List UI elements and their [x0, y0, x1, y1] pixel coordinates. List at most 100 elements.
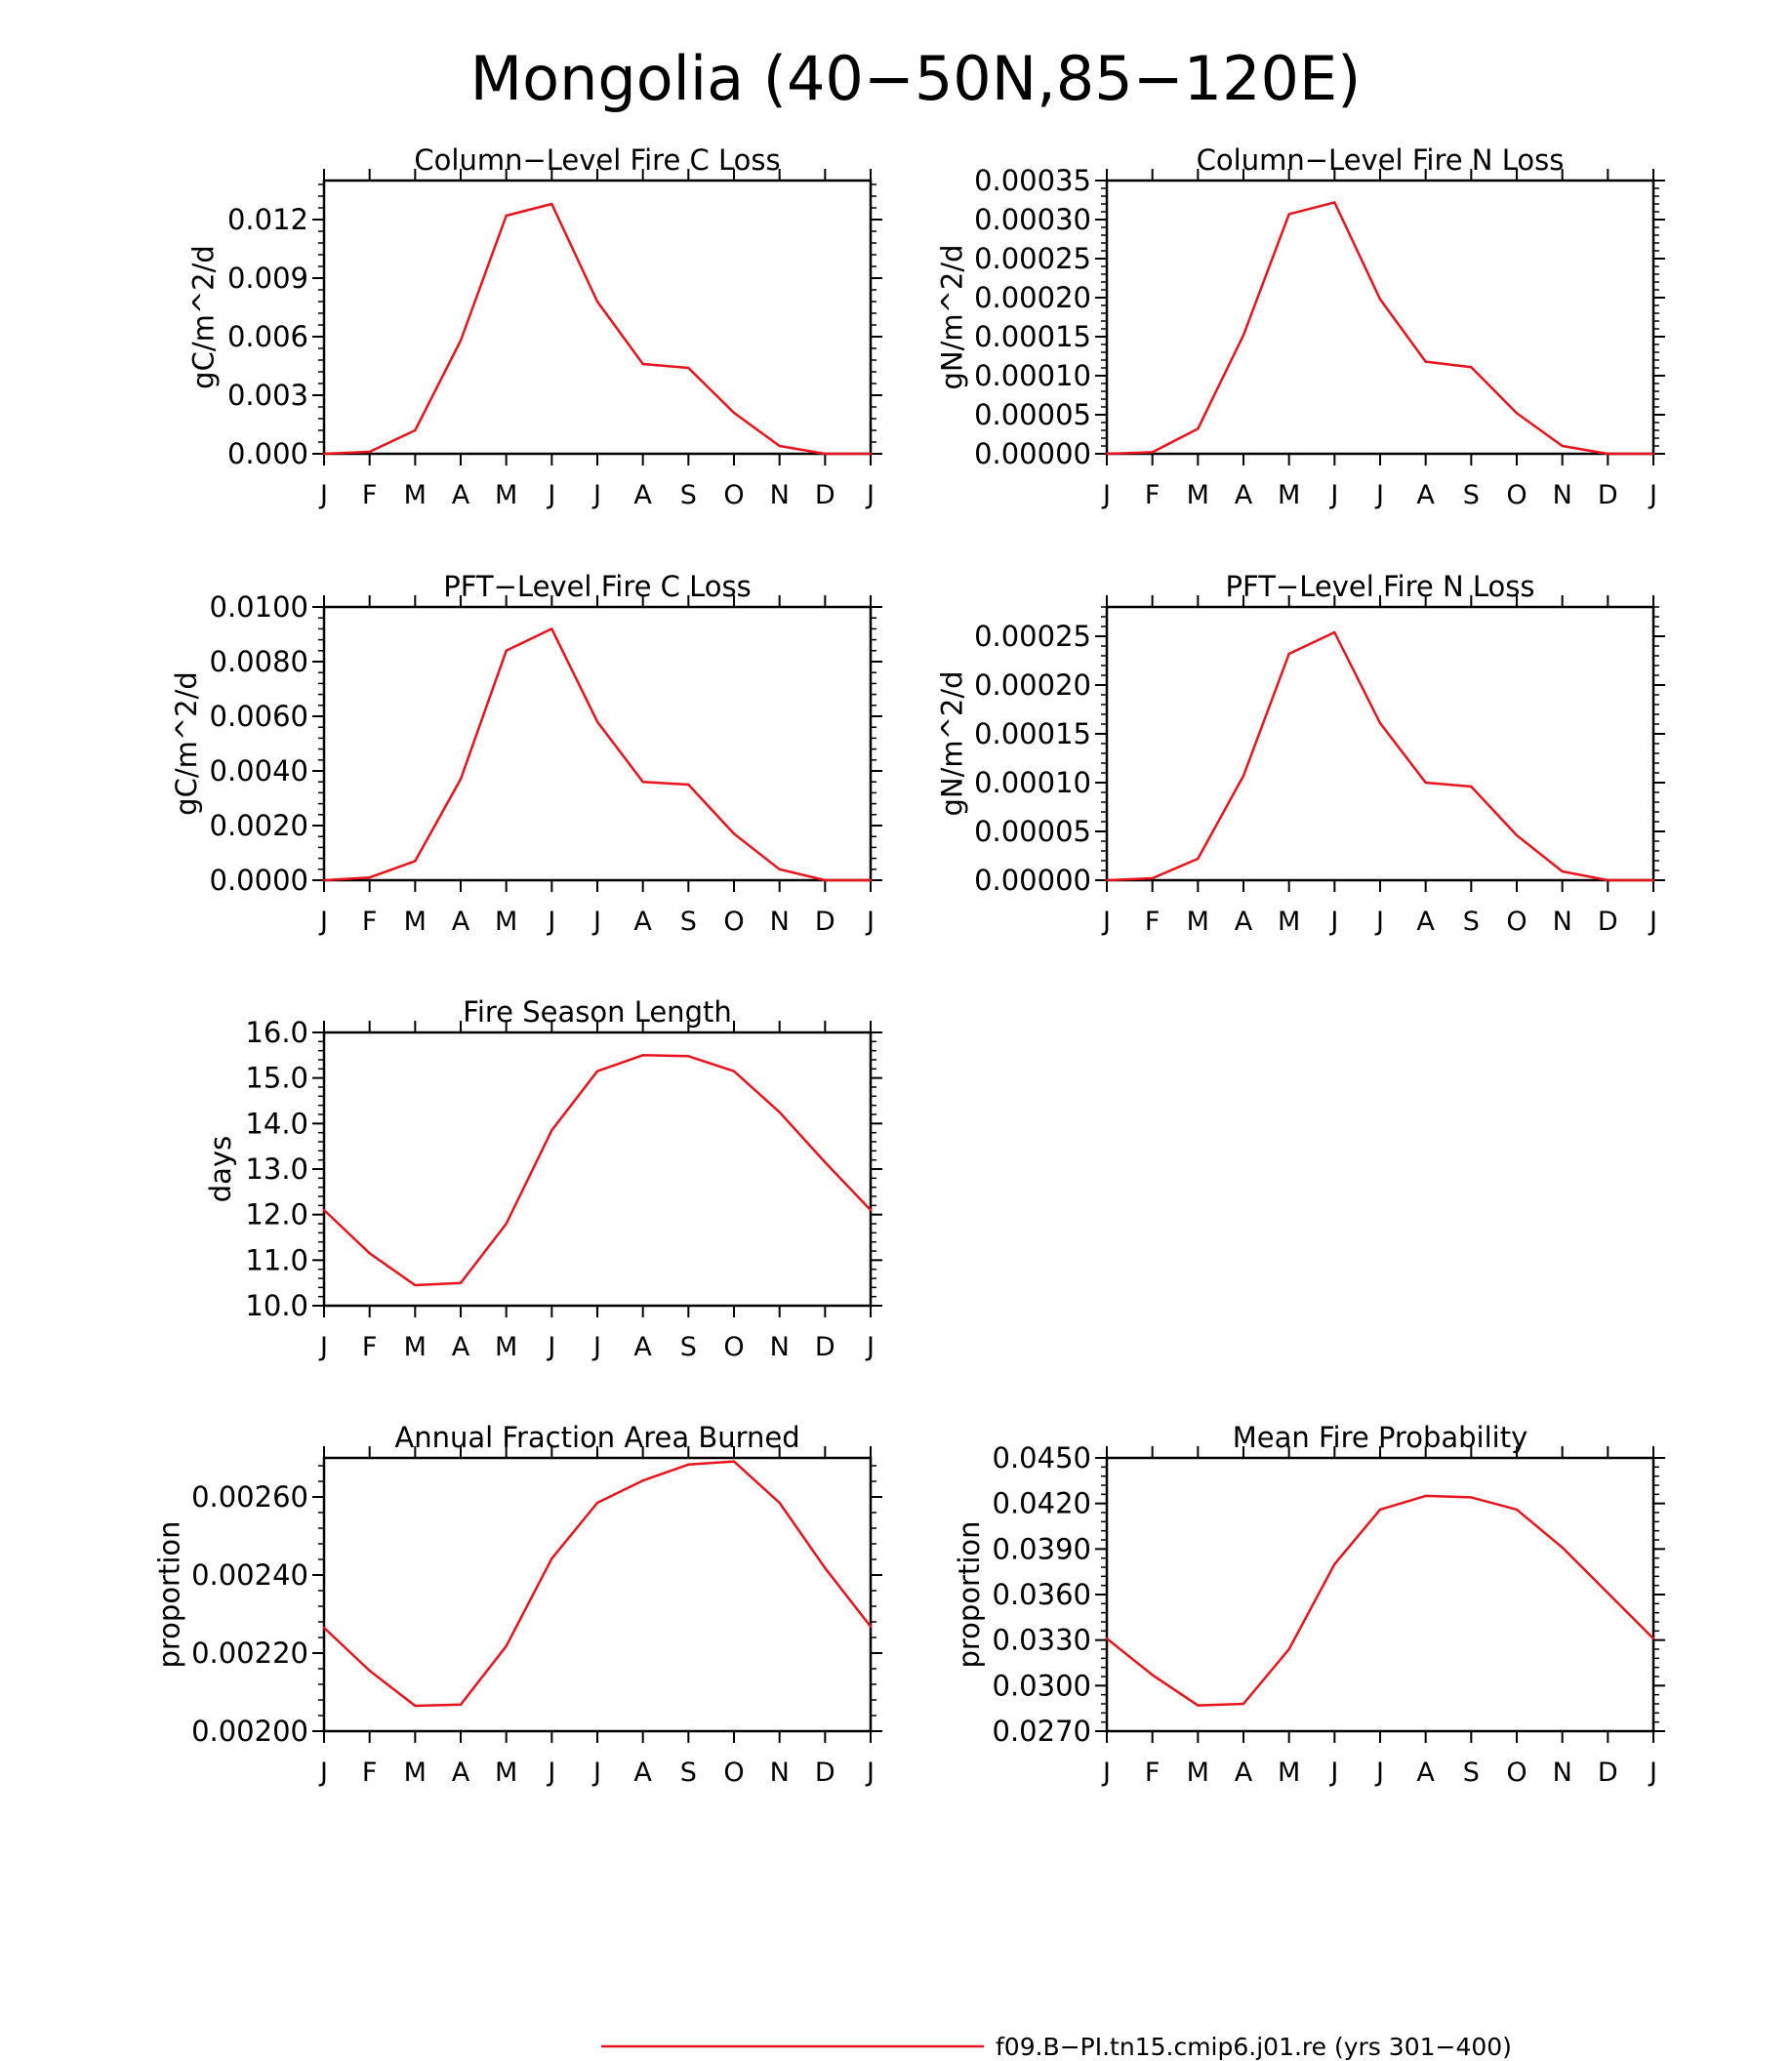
fire-prob-xtick-label: J — [1328, 1758, 1338, 1788]
col-n-loss-xtick-label: J — [1648, 480, 1657, 510]
season-length-data-point — [459, 1281, 463, 1284]
pft-n-loss-xtick-label: O — [1506, 907, 1527, 937]
season-length-data-point — [732, 1070, 736, 1072]
area-burned-title: Annual Fraction Area Burned — [394, 1421, 799, 1454]
fire-prob-xtick-label: A — [1235, 1758, 1253, 1788]
area-burned-xtick-label: J — [318, 1758, 328, 1788]
season-length-ytick-label: 12.0 — [245, 1198, 308, 1232]
col-n-loss-data-point — [1607, 452, 1609, 456]
season-length-ytick-label: 14.0 — [245, 1107, 308, 1140]
pft-n-loss-ytick-label: 0.00025 — [974, 620, 1091, 653]
pft-c-loss-xtick-label: A — [633, 907, 652, 937]
season-length-xtick-label: D — [815, 1332, 835, 1362]
col-c-loss-ytick-label: 0.006 — [227, 320, 308, 353]
col-n-loss-data-point — [1333, 201, 1336, 204]
col-n-loss-ytick-label: 0.00010 — [974, 359, 1091, 392]
col-c-loss-data-point — [824, 452, 827, 456]
area-burned-data-point — [505, 1644, 508, 1648]
pft-n-loss-data-point — [1515, 833, 1519, 837]
col-c-loss-xtick-label: A — [633, 480, 652, 510]
col-c-loss-xtick-label: J — [865, 480, 875, 510]
col-n-loss-data-point — [1424, 360, 1427, 363]
area-burned-xtick-label: M — [495, 1758, 517, 1788]
season-length-data-point — [687, 1055, 690, 1058]
season-length-ytick-label: 15.0 — [245, 1062, 308, 1095]
area-burned-xtick-label: F — [362, 1758, 378, 1788]
col-n-loss-xtick-label: N — [1553, 480, 1572, 510]
season-length-ytick-label: 11.0 — [245, 1243, 308, 1276]
pft-c-loss-xtick-label: N — [770, 907, 790, 937]
col-n-loss-xtick-label: A — [1416, 480, 1435, 510]
fire-prob-data-point — [1105, 1637, 1109, 1640]
fire-prob-ylabel: proportion — [953, 1520, 986, 1668]
season-length-xtick-label: A — [452, 1332, 470, 1362]
col-n-loss-plot-frame — [1105, 179, 1655, 456]
area-burned-data-point — [687, 1463, 690, 1467]
pft-c-loss-series-line — [323, 627, 871, 882]
pft-n-loss-data-point — [1197, 857, 1200, 861]
pft-c-loss-data-point — [732, 832, 736, 835]
col-c-loss-xtick-label: J — [591, 480, 601, 510]
area-burned-xtick-label: M — [404, 1758, 427, 1788]
pft-c-loss-ytick-label: 0.0000 — [210, 864, 308, 897]
col-c-loss-xtick-label: S — [680, 480, 697, 510]
pft-c-loss-data-point — [869, 878, 873, 882]
fire-prob-xtick-label: M — [1187, 1758, 1209, 1788]
col-c-loss-data-point — [322, 452, 326, 456]
col-c-loss-xtick-label: O — [723, 480, 744, 510]
col-n-loss-data-point — [1561, 444, 1564, 448]
col-c-loss-ytick-label: 0.000 — [227, 437, 308, 470]
area-burned-plot-frame — [322, 1456, 873, 1733]
pft-n-loss-xtick-label: J — [1101, 907, 1111, 937]
pft-c-loss-xtick-label: M — [404, 907, 427, 937]
fire-prob-ytick-label: 0.0450 — [993, 1441, 1091, 1475]
season-length-xtick-label: A — [633, 1332, 652, 1362]
fire-prob-xtick-label: J — [1374, 1758, 1384, 1788]
pft-n-loss-data-point — [1561, 869, 1564, 873]
season-length-xtick-label: J — [591, 1332, 601, 1362]
season-length-data-point — [641, 1054, 644, 1057]
col-n-loss-ytick-label: 0.00000 — [974, 437, 1091, 470]
pft-n-loss-xtick-label: M — [1278, 907, 1300, 937]
pft-c-loss-xtick-label: M — [495, 907, 517, 937]
legend-label: f09.B−PI.tn15.cmip6.j01.re (yrs 301−400) — [996, 2033, 1512, 2061]
col-c-loss-data-point — [595, 300, 599, 303]
col-n-loss-data-point — [1470, 366, 1473, 369]
fire-prob-title: Mean Fire Probability — [1233, 1421, 1528, 1454]
fire-prob-data-point — [1651, 1637, 1655, 1640]
pft-n-loss-xtick-label: A — [1416, 907, 1435, 937]
area-burned-data-point — [414, 1704, 417, 1708]
pft-n-loss-xtick-label: S — [1463, 907, 1480, 937]
pft-c-loss-ytick-label: 0.0060 — [210, 700, 308, 733]
col-n-loss-series-line — [1106, 201, 1653, 456]
pft-n-loss-data-point — [1651, 878, 1655, 882]
pft-c-loss-data-point — [414, 860, 417, 863]
pft-n-loss-data-point — [1470, 785, 1473, 788]
fire-prob-data-point — [1197, 1704, 1200, 1707]
fire-prob-ytick-label: 0.0390 — [993, 1532, 1091, 1565]
col-c-loss-panel: J F M A M J J A S O N D J0.0000.0030.0060.0090.012Co… — [187, 143, 882, 510]
pft-n-loss-data-point — [1333, 630, 1336, 634]
col-c-loss-data-point — [505, 214, 508, 218]
pft-c-loss-ytick-label: 0.0020 — [210, 809, 308, 842]
season-length-title: Fire Season Length — [463, 995, 731, 1029]
area-burned-data-point — [322, 1626, 326, 1630]
col-c-loss-data-point — [778, 444, 781, 448]
area-burned-series-line — [323, 1460, 872, 1708]
season-length-xtick-label: M — [404, 1332, 427, 1362]
pft-n-loss-data-point — [1151, 876, 1154, 880]
fire-prob-xtick-label: N — [1553, 1758, 1572, 1788]
season-length-ytick-label: 13.0 — [245, 1152, 308, 1186]
col-c-loss-data-point — [368, 450, 371, 454]
col-c-loss-ylabel: gC/m^2/d — [187, 245, 221, 389]
col-c-loss-ytick-label: 0.009 — [227, 262, 308, 295]
pft-n-loss-xtick-label: J — [1328, 907, 1338, 937]
panels: J F M A M J J A S O N D J0.0000.0030.0060.0090.012Co… — [153, 143, 1665, 1788]
pft-c-loss-data-point — [687, 783, 690, 787]
pft-c-loss-xtick-label: O — [723, 907, 744, 937]
area-burned-data-point — [368, 1669, 371, 1673]
col-c-loss-data-point — [459, 339, 463, 343]
area-burned-data-point — [550, 1557, 553, 1560]
pft-n-loss-plot-frame — [1105, 605, 1655, 882]
